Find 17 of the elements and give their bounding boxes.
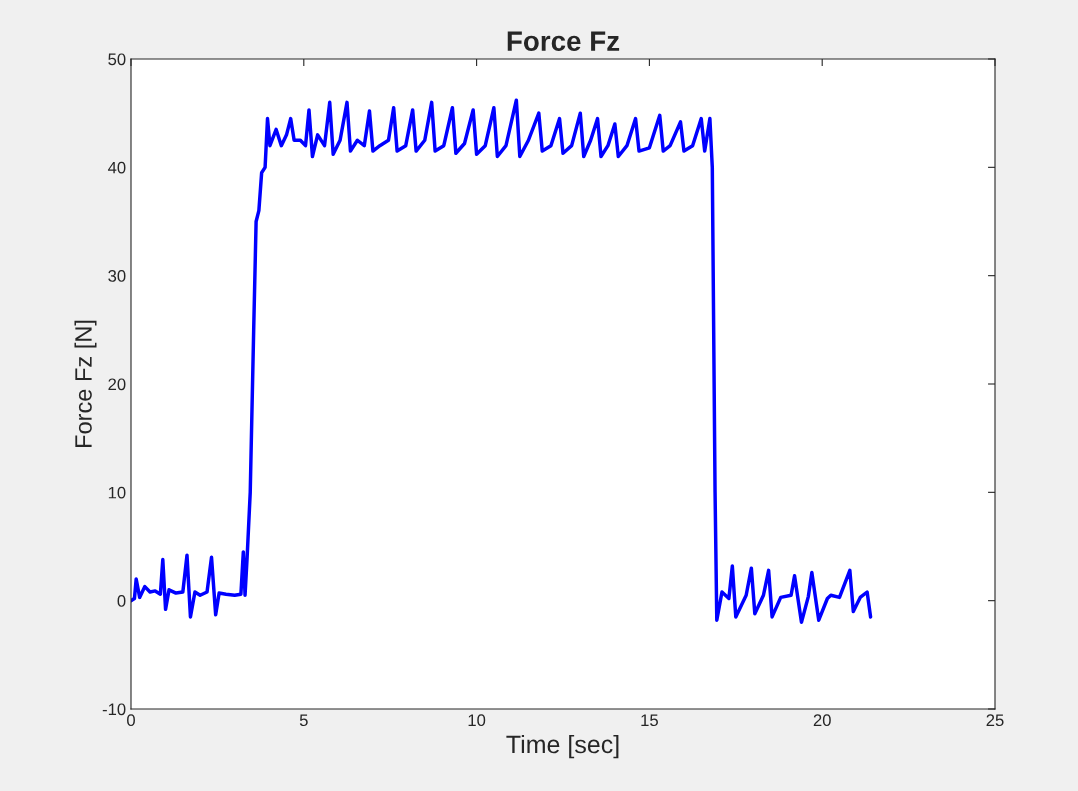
x-tick-label: 0 — [127, 714, 135, 727]
y-tick-label: 10 — [108, 486, 126, 499]
chart-title: Force Fz — [507, 31, 620, 51]
y-tick-label: 50 — [108, 53, 126, 66]
y-tick-label: 0 — [117, 595, 126, 607]
x-tick-label: 10 — [468, 714, 486, 727]
y-tick-label: -10 — [102, 703, 126, 716]
y-tick-label: 20 — [108, 378, 126, 391]
x-tick-label: 5 — [299, 714, 308, 727]
x-tick-label: 25 — [986, 714, 1004, 727]
y-tick-label: 40 — [107, 161, 126, 174]
x-axis-title: Time [sec] — [506, 734, 619, 759]
y-tick-label: 30 — [108, 270, 126, 282]
x-tick-label: 20 — [813, 714, 831, 727]
line-series — [131, 98, 873, 625]
y-axis-title: Force Fz [N] — [74, 320, 97, 447]
x-tick-label: 15 — [641, 714, 658, 727]
